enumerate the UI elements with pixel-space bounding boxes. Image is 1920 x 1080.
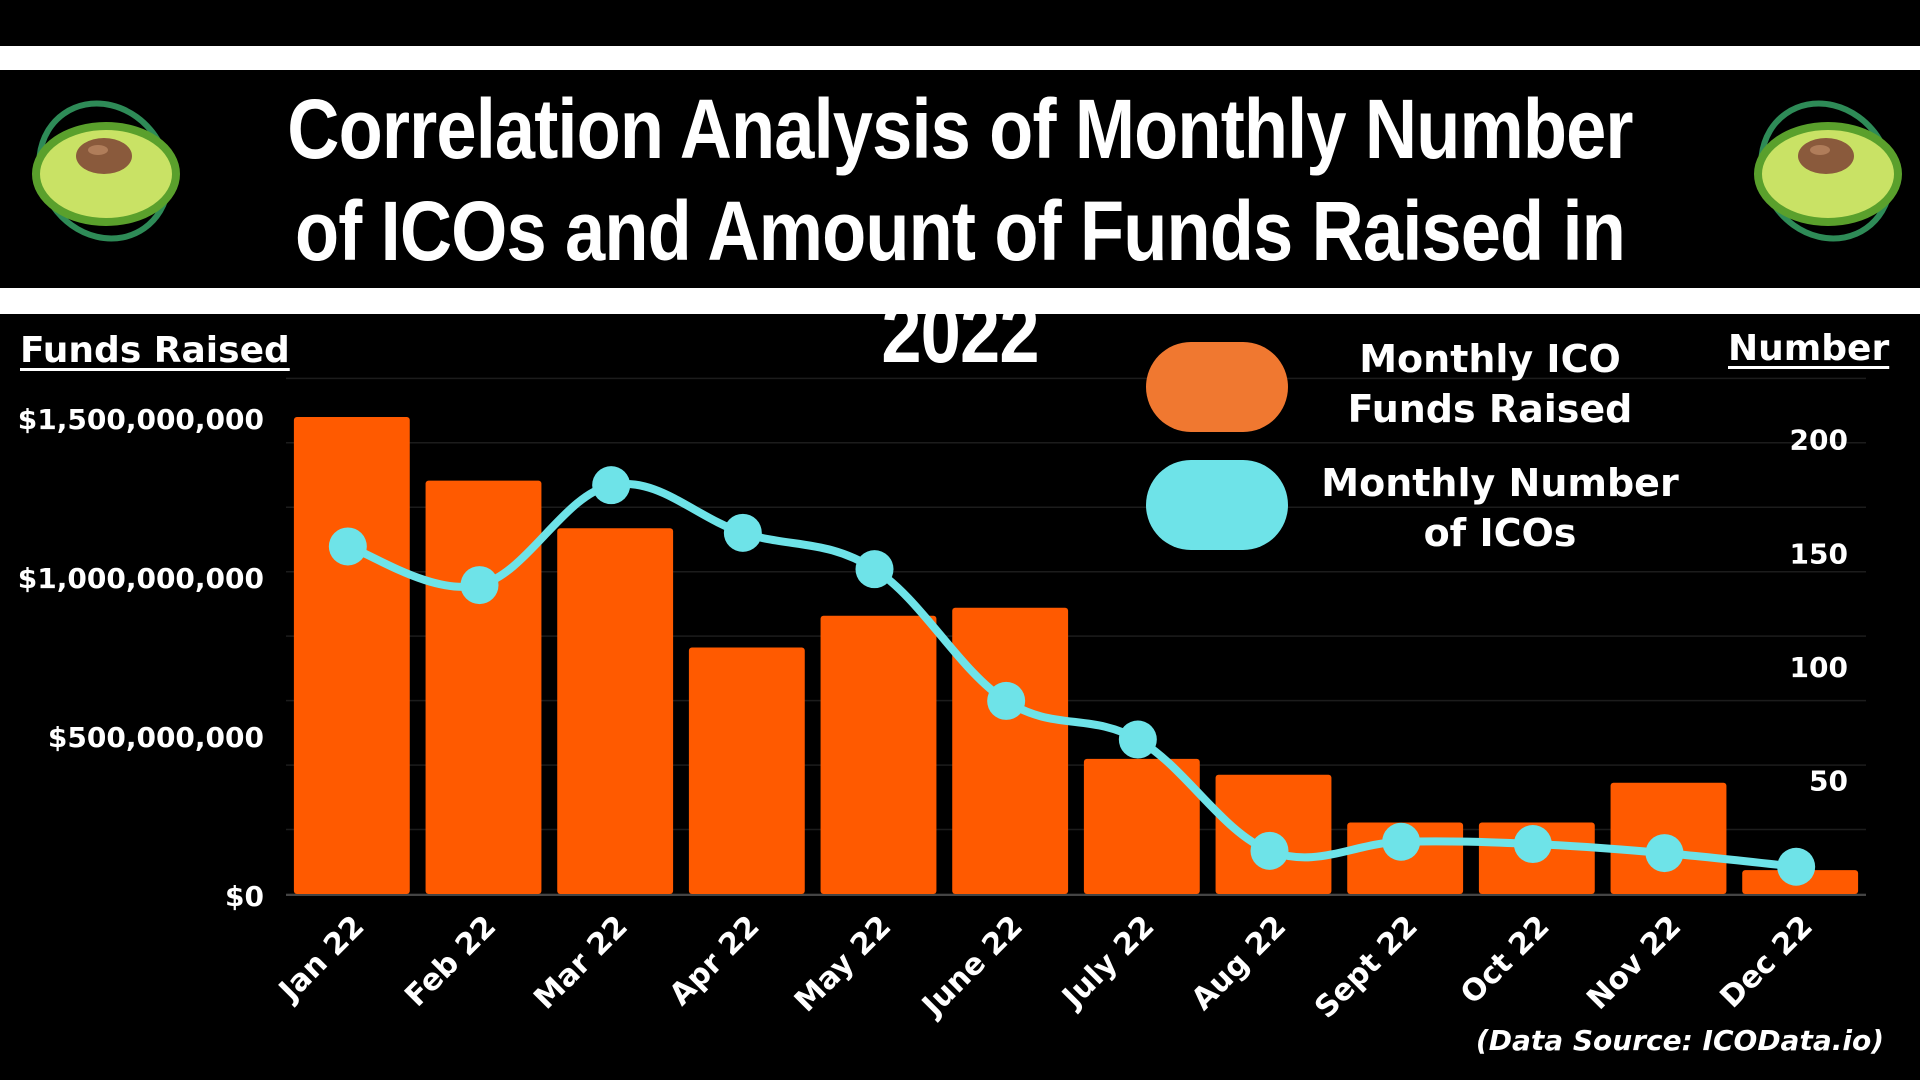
legend-swatch-funds xyxy=(1146,342,1288,432)
bar xyxy=(557,528,674,894)
legend-label-count: Monthly Number of ICOs xyxy=(1321,461,1679,555)
x-tick-label: Apr 22 xyxy=(663,909,767,1013)
line-point xyxy=(1250,831,1289,870)
x-tick-label: Mar 22 xyxy=(527,909,635,1017)
left-tick-label: $500,000,000 xyxy=(48,721,264,754)
line-point xyxy=(1777,847,1816,886)
page-title: Correlation Analysis of Monthly Number o… xyxy=(287,82,1633,380)
x-tick-label: Feb 22 xyxy=(398,909,503,1014)
right-axis-label: Number xyxy=(1728,328,1890,369)
x-tick-label: July 22 xyxy=(1054,909,1161,1016)
line-point xyxy=(328,527,367,566)
x-tick-label: Sept 22 xyxy=(1308,909,1425,1026)
bar xyxy=(1083,758,1200,894)
bar xyxy=(425,480,542,894)
x-tick-label: Aug 22 xyxy=(1185,909,1293,1017)
left-tick-label: $1,500,000,000 xyxy=(18,403,264,436)
x-tick-label: Nov 22 xyxy=(1580,909,1688,1017)
line-point xyxy=(592,466,631,505)
avocado-planet-icon xyxy=(32,100,180,242)
data-source-note: (Data Source: ICOData.io) xyxy=(1475,1024,1884,1057)
line-point xyxy=(1118,720,1157,759)
x-tick-label: Dec 22 xyxy=(1714,909,1820,1015)
line-point xyxy=(1645,834,1684,873)
right-tick-label: 50 xyxy=(1809,764,1848,797)
line-point xyxy=(723,513,762,552)
x-tick-label: June 22 xyxy=(914,909,1030,1025)
x-tick-label: Jan 22 xyxy=(271,909,371,1009)
bar xyxy=(820,615,937,894)
left-tick-label: $0 xyxy=(225,880,264,913)
bottom-white-band xyxy=(0,288,1920,314)
title-banner xyxy=(0,70,1920,288)
line-point xyxy=(1382,822,1421,861)
legend-swatch-count xyxy=(1146,460,1288,550)
x-tick-label: Oct 22 xyxy=(1454,909,1556,1011)
x-tick-label: May 22 xyxy=(788,909,898,1019)
left-tick-label: $1,000,000,000 xyxy=(18,562,264,595)
bar xyxy=(952,607,1069,894)
right-tick-label: 150 xyxy=(1790,537,1848,570)
line-point xyxy=(460,566,499,605)
line-point xyxy=(855,550,894,589)
line-point xyxy=(987,681,1026,720)
bar xyxy=(293,417,410,894)
right-tick-label: 200 xyxy=(1790,424,1848,457)
legend-label-funds: Monthly ICO Funds Raised xyxy=(1347,337,1633,431)
bar xyxy=(688,647,805,894)
line-point xyxy=(1513,825,1552,864)
avocado-planet-icon xyxy=(1754,100,1902,242)
right-tick-label: 100 xyxy=(1790,651,1848,684)
combo-chart: $0 $500,000,000 $1,000,000,000 $1,500,000,0… xyxy=(18,377,1866,1026)
left-axis-label: Funds Raised xyxy=(20,330,290,371)
top-white-band xyxy=(0,46,1920,70)
